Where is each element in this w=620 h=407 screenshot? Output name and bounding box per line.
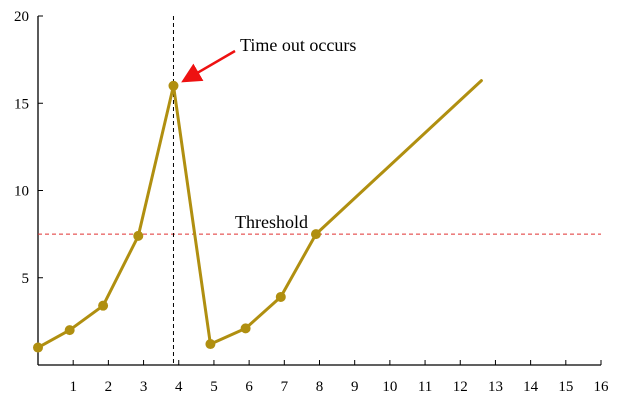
data-point	[275, 291, 286, 302]
data-point	[240, 323, 251, 334]
annotation-arrow	[181, 49, 236, 83]
x-tick-label: 1	[69, 379, 77, 395]
data-point	[98, 300, 109, 311]
annotation-group: Time out occurs	[181, 35, 356, 83]
threshold-label: Threshold	[235, 212, 308, 232]
y-tick-label: 5	[22, 271, 30, 287]
series-line	[36, 79, 483, 350]
x-axis: 1 2 3 4 5 6 7 8 9 10 11 12 13 14 15 16	[38, 360, 609, 395]
x-tick-label: 7	[281, 379, 289, 395]
annotation-label: Time out occurs	[240, 35, 356, 55]
series-group	[33, 79, 483, 353]
y-tick-label: 15	[14, 96, 29, 112]
x-tick-label: 5	[210, 379, 218, 395]
data-point	[205, 339, 216, 350]
x-tick-label: 11	[418, 379, 432, 395]
x-tick-label: 10	[382, 379, 397, 395]
x-tick-label: 2	[105, 379, 113, 395]
x-tick-label: 14	[523, 379, 539, 395]
x-tick-label: 4	[175, 379, 183, 395]
data-point	[64, 325, 75, 336]
x-tick-label: 12	[453, 379, 468, 395]
data-point	[310, 229, 321, 240]
x-tick-label: 9	[351, 379, 359, 395]
x-tick-label: 3	[140, 379, 148, 395]
data-point	[133, 230, 144, 241]
x-tick-label: 13	[488, 379, 503, 395]
x-tick-label: 8	[316, 379, 324, 395]
y-tick-label: 20	[14, 9, 29, 25]
x-tick-label: 16	[594, 379, 610, 395]
y-axis: 5 10 15 20	[14, 9, 43, 365]
data-point	[33, 342, 43, 353]
data-point	[168, 80, 179, 91]
y-tick-label: 10	[14, 184, 29, 200]
x-tick-label: 15	[558, 379, 573, 395]
x-tick-label: 6	[245, 379, 253, 395]
